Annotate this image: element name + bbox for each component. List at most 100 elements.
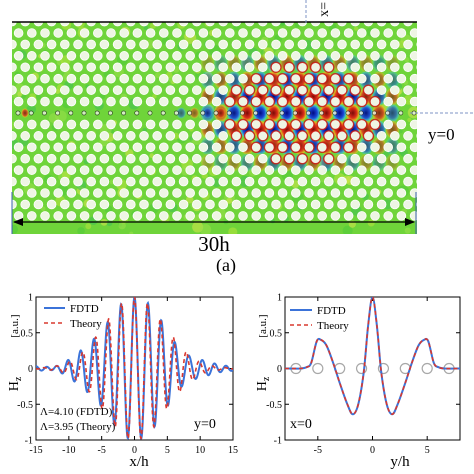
- crystal-hole: [41, 6, 50, 15]
- crystal-hole: [264, 51, 275, 61]
- hole-rim: [243, 84, 256, 96]
- noise-speck: [199, 223, 212, 234]
- crystal-hole: [40, 51, 50, 61]
- crystal-hole: [218, 199, 229, 210]
- hole-rim: [362, 84, 375, 96]
- crystal-hole: [205, 22, 215, 27]
- hole-rim: [296, 153, 309, 165]
- crystal-hole: [33, 22, 44, 27]
- crystal-hole: [409, 188, 417, 198]
- crystal-hole: [106, 28, 116, 38]
- x-tick-label: 5: [165, 445, 170, 456]
- crystal-hole: [330, 165, 341, 175]
- crystal-hole: [60, 153, 70, 164]
- crystal-hole: [198, 142, 209, 153]
- crystal-hole: [383, 51, 394, 61]
- plot-y-fdtd-line: [285, 297, 460, 416]
- crystal-hole: [409, 165, 417, 175]
- defect-hole: [94, 110, 100, 116]
- crystal-hole: [172, 28, 182, 38]
- crystal-hole: [396, 165, 407, 175]
- crystal-hole: [26, 28, 37, 38]
- crystal-hole: [192, 39, 202, 50]
- hole-rim: [250, 95, 262, 108]
- crystal-hole: [409, 142, 417, 153]
- hole-rim: [362, 130, 375, 142]
- crystal-hole: [139, 22, 149, 27]
- crystal-hole: [12, 22, 17, 27]
- hole-rim: [276, 95, 289, 108]
- crystal-hole: [1, 29, 10, 38]
- crystal-hole: [225, 28, 235, 38]
- plot-y-yunit: [a.u.]: [257, 314, 269, 337]
- crystal-hole: [79, 96, 90, 107]
- crystal-hole: [73, 199, 83, 210]
- hole-rim: [323, 84, 335, 96]
- crystal-hole: [290, 51, 301, 61]
- crystal-hole: [93, 165, 103, 175]
- crystal-hole: [172, 51, 182, 61]
- crystal-hole: [80, 6, 89, 15]
- lobe-blue: [384, 103, 400, 123]
- hole-rim: [342, 118, 355, 131]
- lobe-blue: [252, 103, 268, 123]
- crystal-hole: [165, 39, 176, 50]
- crystal-hole: [159, 211, 169, 221]
- crystal-hole: [304, 51, 314, 61]
- crystal-hole: [437, 51, 446, 60]
- lobe-blue: [305, 103, 321, 123]
- crystal-hole: [73, 131, 83, 141]
- crystal-hole: [152, 153, 163, 164]
- crystal-hole: [132, 51, 143, 61]
- defect-hole: [42, 110, 47, 116]
- crystal-hole: [12, 131, 17, 141]
- lambda-theory-annotation: Λ=3.95 (Theory): [40, 421, 116, 433]
- crystal-hole: [185, 73, 196, 84]
- crystal-hole: [66, 165, 77, 175]
- defect-hole: [15, 110, 21, 116]
- crystal-hole: [225, 6, 234, 15]
- crystal-hole: [317, 51, 328, 61]
- crystal-hole: [139, 85, 149, 95]
- crystal-hole: [13, 142, 24, 153]
- crystal-hole: [277, 28, 288, 38]
- crystal-hole: [290, 211, 301, 221]
- crystal-hole: [12, 153, 17, 164]
- crystal-hole: [277, 211, 288, 221]
- noise-speck: [342, 225, 353, 234]
- defect-hole: [81, 110, 87, 116]
- crystal-hole: [304, 211, 314, 221]
- hole-rim: [329, 141, 342, 153]
- hole-rim: [303, 118, 315, 131]
- crystal-hole: [284, 22, 294, 27]
- lobe-red: [318, 103, 334, 123]
- crystal-hole: [363, 22, 374, 27]
- crystal-hole: [172, 73, 182, 84]
- crystal-hole: [66, 142, 77, 153]
- crystal-hole: [416, 133, 417, 139]
- hole-rim: [342, 95, 355, 108]
- crystal-hole: [79, 188, 90, 198]
- crystal-hole: [376, 176, 387, 187]
- crystal-hole: [317, 188, 328, 198]
- crystal-hole: [33, 153, 44, 164]
- crystal-hole: [396, 96, 407, 107]
- x-tick-label: -10: [62, 445, 75, 456]
- plot-y-legend: FDTD Theory: [290, 305, 349, 332]
- crystal-hole: [13, 73, 24, 84]
- crystal-hole: [106, 51, 116, 61]
- crystal-hole: [205, 62, 215, 73]
- crystal-hole: [423, 51, 432, 60]
- crystal-hole: [46, 199, 57, 210]
- crystal-hole: [60, 199, 70, 210]
- crystal-hole: [33, 176, 44, 187]
- crystal-hole: [403, 153, 413, 164]
- crystal-hole: [66, 119, 77, 130]
- hole-rim: [276, 141, 289, 153]
- crystal-hole: [99, 22, 110, 27]
- crystal-hole: [350, 39, 361, 50]
- scale-label: 30h: [198, 232, 230, 256]
- noise-speck: [40, 206, 46, 212]
- y0-label: y=0: [428, 125, 455, 144]
- crystal-hole: [370, 28, 380, 38]
